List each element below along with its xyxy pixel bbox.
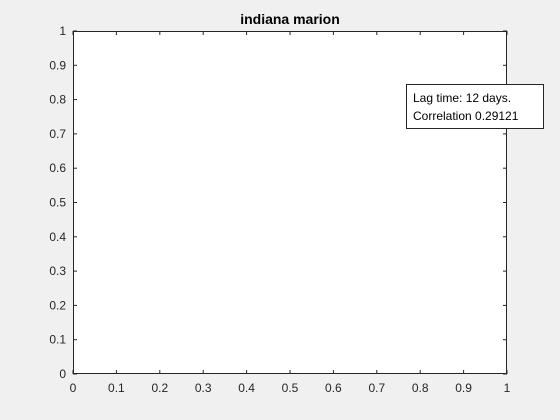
annotation-line-lag: Lag time: 12 days. [413, 91, 511, 105]
x-tick-label: 1 [504, 381, 511, 395]
x-tick-label: 0.3 [195, 381, 212, 395]
annotation-line-correlation: Correlation 0.29121 [413, 109, 519, 123]
x-tick-label: 0.4 [238, 381, 255, 395]
x-tick-label: 0.2 [151, 381, 168, 395]
y-tick-label: 0.9 [49, 58, 66, 72]
annotation-border [406, 84, 544, 129]
chart-title: indiana marion [240, 11, 340, 27]
ticks-group: 0 0.1 0.2 0.3 0.4 0.5 0.6 0.7 0.8 0.9 1 0 0.1 0.2 0.3 0… [49, 24, 510, 395]
y-tick-label: 0.1 [49, 333, 66, 347]
x-tick-label: 0.6 [325, 381, 342, 395]
x-tick-label: 0.7 [368, 381, 385, 395]
y-tick-label: 0.2 [49, 298, 66, 312]
y-tick-label: 0.3 [49, 264, 66, 278]
x-tick-label: 0.9 [455, 381, 472, 395]
axes-box [73, 31, 507, 374]
y-tick-label: 0.7 [49, 127, 66, 141]
annotation-box[interactable]: Lag time: 12 days. Correlation 0.29121 [406, 84, 544, 129]
y-tick-label: 0.8 [49, 93, 66, 107]
x-tick-label: 0.1 [108, 381, 125, 395]
x-tick-label: 0.8 [412, 381, 429, 395]
y-tick-label: 1 [59, 24, 66, 38]
y-tick-label: 0.5 [49, 196, 66, 210]
y-tick-label: 0.4 [49, 230, 66, 244]
axis-lines [73, 31, 507, 374]
y-tick-label: 0.6 [49, 161, 66, 175]
y-tick-label: 0 [59, 367, 66, 381]
x-tick-label: 0 [70, 381, 77, 395]
x-tick-label: 0.5 [282, 381, 299, 395]
axes-background [73, 31, 507, 374]
